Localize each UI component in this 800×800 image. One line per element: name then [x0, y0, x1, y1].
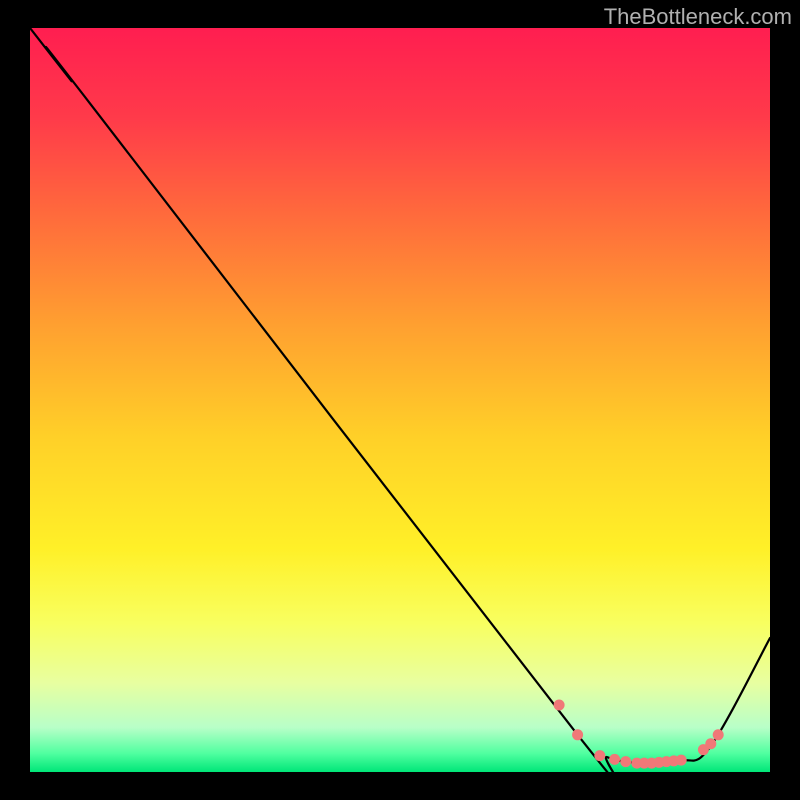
plot-area	[30, 28, 770, 772]
data-marker	[594, 750, 605, 761]
data-marker	[620, 756, 631, 767]
chart-svg	[30, 28, 770, 772]
chart-background	[30, 28, 770, 772]
attribution-text: TheBottleneck.com	[604, 4, 792, 30]
data-marker	[554, 700, 565, 711]
data-marker	[705, 738, 716, 749]
data-marker	[572, 729, 583, 740]
data-marker	[713, 729, 724, 740]
data-marker	[676, 755, 687, 766]
data-marker	[609, 754, 620, 765]
